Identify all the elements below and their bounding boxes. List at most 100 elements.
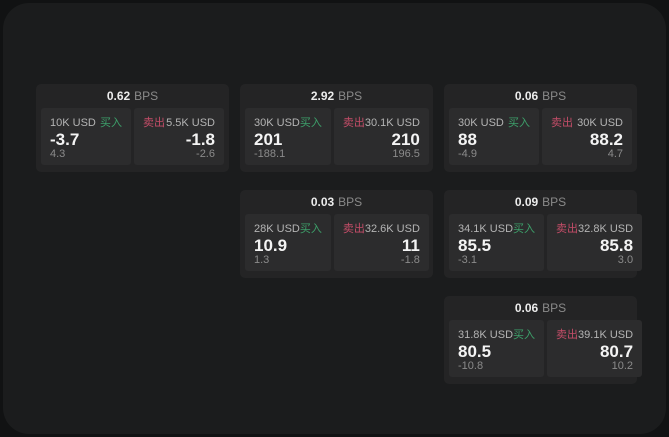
sell-delta: -2.6 <box>196 148 215 160</box>
sell-size-label: 30.1K USD <box>364 117 420 129</box>
quote-panels: 31.8K USD 买入 80.5 -10.8 卖出 39.1K USD 80.… <box>449 320 643 377</box>
buy-quote-panel[interactable]: 34.1K USD 买入 85.5 -3.1 <box>449 214 545 271</box>
sell-side-label: 卖出 <box>551 117 573 129</box>
buy-size-label: 10K USD <box>50 117 96 129</box>
buy-delta: -3.1 <box>458 254 477 266</box>
buy-delta: -10.8 <box>458 360 484 372</box>
buy-size-label: 34.1K USD <box>458 223 514 235</box>
sell-price: 80.7 <box>599 342 634 361</box>
sell-label-row: 卖出 32.8K USD <box>556 220 633 236</box>
buy-size-label: 30K USD <box>254 117 300 129</box>
buy-size-label: 31.8K USD <box>458 329 514 341</box>
quote-panels: 30K USD 买入 201 -188.1 卖出 30.1K USD 210 1… <box>245 108 429 165</box>
sell-quote-panel[interactable]: 卖出 30K USD 88.2 4.7 <box>542 108 632 165</box>
spread-value: 0.06 <box>514 89 539 103</box>
buy-quote-panel[interactable]: 10K USD 买入 -3.7 4.3 <box>41 108 131 165</box>
buy-quote-panel[interactable]: 28K USD 买入 10.9 1.3 <box>245 214 331 271</box>
buy-price: -3.7 <box>50 130 80 149</box>
quote-card: 0.03 BPS 28K USD 买入 10.9 1.3 卖出 32.6K US… <box>240 190 433 278</box>
sell-price: 85.8 <box>599 236 634 255</box>
buy-side-label: 买入 <box>513 223 536 235</box>
sell-label-row: 卖出 39.1K USD <box>556 326 633 342</box>
buy-quote-panel[interactable]: 31.8K USD 买入 80.5 -10.8 <box>449 320 545 377</box>
sell-delta: 4.7 <box>607 148 623 160</box>
spread-header: 0.06 BPS <box>449 84 632 108</box>
sell-side-label: 卖出 <box>143 117 165 129</box>
buy-delta: 4.3 <box>50 148 66 160</box>
buy-price: 88 <box>458 130 477 149</box>
sell-quote-panel[interactable]: 卖出 39.1K USD 80.7 10.2 <box>547 320 643 377</box>
quote-grid: 0.62 BPS 10K USD 买入 -3.7 4.3 卖出 5.5K USD… <box>36 84 643 384</box>
buy-label-row: 30K USD 买入 <box>254 114 322 130</box>
buy-side-label: 买入 <box>299 223 322 235</box>
buy-side-label: 买入 <box>508 117 530 129</box>
app-canvas: 0.62 BPS 10K USD 买入 -3.7 4.3 卖出 5.5K USD… <box>3 3 666 434</box>
buy-size-label: 28K USD <box>254 223 300 235</box>
buy-label-row: 34.1K USD 买入 <box>458 220 535 236</box>
buy-delta: -4.9 <box>458 148 477 160</box>
quote-panels: 28K USD 买入 10.9 1.3 卖出 32.6K USD 11 -1.8 <box>245 214 429 271</box>
sell-delta: 3.0 <box>617 254 634 266</box>
sell-quote-panel[interactable]: 卖出 32.6K USD 11 -1.8 <box>333 214 429 271</box>
spread-value: 0.03 <box>310 195 335 209</box>
spread-header: 0.09 BPS <box>449 190 632 214</box>
sell-label-row: 卖出 32.6K USD <box>343 220 420 236</box>
sell-label-row: 卖出 5.5K USD <box>143 114 215 130</box>
buy-delta: -188.1 <box>254 148 286 160</box>
spread-header: 0.06 BPS <box>449 296 632 320</box>
sell-side-label: 卖出 <box>342 117 365 129</box>
buy-delta: 1.3 <box>254 254 270 266</box>
sell-size-label: 39.1K USD <box>578 329 634 341</box>
sell-size-label: 32.8K USD <box>578 223 634 235</box>
sell-size-label: 32.6K USD <box>364 223 420 235</box>
quote-card: 0.62 BPS 10K USD 买入 -3.7 4.3 卖出 5.5K USD… <box>36 84 229 172</box>
buy-size-label: 30K USD <box>458 117 504 129</box>
buy-side-label: 买入 <box>100 117 122 129</box>
buy-price: 80.5 <box>458 342 492 361</box>
sell-quote-panel[interactable]: 卖出 5.5K USD -1.8 -2.6 <box>134 108 224 165</box>
sell-delta: 10.2 <box>611 360 634 372</box>
quote-card: 0.06 BPS 31.8K USD 买入 80.5 -10.8 卖出 39.1… <box>444 296 643 384</box>
sell-delta: 196.5 <box>392 148 420 160</box>
spread-value: 2.92 <box>310 89 335 103</box>
sell-price: 11 <box>401 236 420 255</box>
buy-label-row: 28K USD 买入 <box>254 220 322 236</box>
sell-delta: -1.8 <box>400 254 420 266</box>
buy-label-row: 31.8K USD 买入 <box>458 326 535 342</box>
buy-label-row: 30K USD 买入 <box>458 114 530 130</box>
quote-panels: 10K USD 买入 -3.7 4.3 卖出 5.5K USD -1.8 -2.… <box>41 108 224 165</box>
spread-header: 0.03 BPS <box>245 190 428 214</box>
buy-price: 201 <box>254 130 283 149</box>
buy-label-row: 10K USD 买入 <box>50 114 122 130</box>
sell-label-row: 卖出 30.1K USD <box>343 114 420 130</box>
spread-unit: BPS <box>338 195 363 209</box>
sell-label-row: 卖出 30K USD <box>551 114 623 130</box>
sell-price: -1.8 <box>185 130 215 149</box>
quote-panels: 30K USD 买入 88 -4.9 卖出 30K USD 88.2 4.7 <box>449 108 632 165</box>
sell-quote-panel[interactable]: 卖出 30.1K USD 210 196.5 <box>333 108 429 165</box>
spread-unit: BPS <box>134 89 159 103</box>
sell-quote-panel[interactable]: 卖出 32.8K USD 85.8 3.0 <box>547 214 643 271</box>
sell-side-label: 卖出 <box>342 223 365 235</box>
spread-value: 0.62 <box>106 89 131 103</box>
quote-card: 0.06 BPS 30K USD 买入 88 -4.9 卖出 30K USD 8… <box>444 84 637 172</box>
sell-side-label: 卖出 <box>556 223 579 235</box>
buy-side-label: 买入 <box>513 329 536 341</box>
sell-size-label: 5.5K USD <box>166 117 215 129</box>
spread-unit: BPS <box>542 301 567 315</box>
sell-size-label: 30K USD <box>577 117 623 129</box>
quote-panels: 34.1K USD 买入 85.5 -3.1 卖出 32.8K USD 85.8… <box>449 214 643 271</box>
buy-price: 85.5 <box>458 236 492 255</box>
spread-unit: BPS <box>542 89 567 103</box>
spread-header: 0.62 BPS <box>41 84 224 108</box>
sell-price: 210 <box>391 130 420 149</box>
buy-side-label: 买入 <box>299 117 322 129</box>
buy-quote-panel[interactable]: 30K USD 买入 88 -4.9 <box>449 108 539 165</box>
spread-header: 2.92 BPS <box>245 84 428 108</box>
buy-price: 10.9 <box>254 236 288 255</box>
buy-quote-panel[interactable]: 30K USD 买入 201 -188.1 <box>245 108 331 165</box>
spread-unit: BPS <box>542 195 567 209</box>
spread-value: 0.09 <box>514 195 539 209</box>
sell-price: 88.2 <box>589 130 623 149</box>
spread-value: 0.06 <box>514 301 539 315</box>
